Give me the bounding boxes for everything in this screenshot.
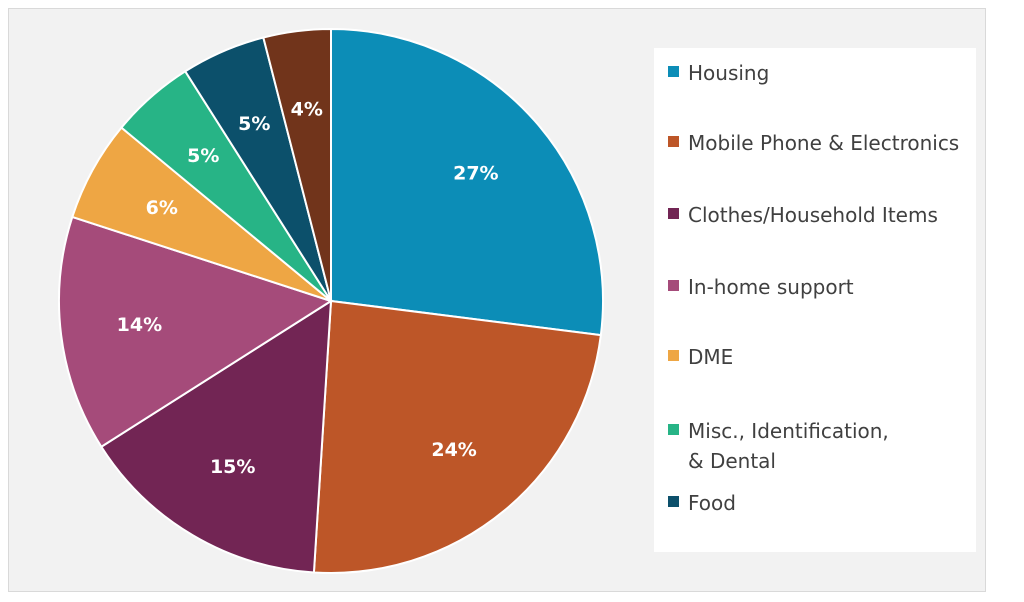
pie-slice-in-home-support — [58, 215, 334, 449]
legend-item-in-home-support: In-home support — [668, 272, 968, 302]
legend-label: Housing — [688, 61, 770, 85]
legend-item-misc-identification-dental: Misc., Identification, & Dental — [668, 416, 908, 476]
legend-swatch — [668, 66, 679, 77]
legend-item-clothes-household-items: Clothes/Household Items — [668, 200, 968, 230]
pie-data-labels: 27% 24% 15% 14% 6% 5% 5% 4% — [117, 98, 499, 478]
pie-slice-housing — [330, 27, 604, 337]
pie-slice-clothes-household-items — [99, 299, 333, 574]
legend-label: DME — [688, 345, 734, 369]
legend-swatch — [668, 424, 679, 435]
legend-swatch — [668, 136, 679, 147]
legend-label: Mobile Phone & Electronics — [688, 131, 960, 155]
slice-data-label: 4% — [291, 98, 323, 120]
slice-data-label: 14% — [117, 314, 162, 336]
slice-data-label: 5% — [187, 145, 219, 167]
legend-item-mobile-phone-electronics: Mobile Phone & Electronics — [668, 128, 968, 158]
legend-swatch — [668, 208, 679, 219]
slice-data-label: 24% — [431, 439, 476, 461]
legend-swatch — [668, 350, 679, 361]
pie-slice-mobile-phone-electronics — [312, 299, 602, 574]
pie-slice-unlabeled — [262, 27, 332, 302]
legend-swatch — [668, 496, 679, 507]
legend-label: Clothes/Household Items — [688, 203, 938, 227]
legend-label: In-home support — [688, 275, 854, 299]
slice-data-label: 15% — [210, 456, 255, 478]
legend-item-housing: Housing — [668, 58, 968, 88]
slice-data-label: 6% — [146, 197, 178, 219]
legend-item-food: Food — [668, 488, 968, 518]
pie-slices — [58, 27, 604, 574]
slice-data-label: 27% — [453, 162, 498, 184]
legend-item-dme: DME — [668, 342, 968, 372]
legend: Housing Mobile Phone & Electronics Cloth… — [654, 48, 976, 552]
slice-data-label: 5% — [238, 113, 270, 135]
legend-label: Food — [688, 491, 736, 515]
legend-label: Misc., Identification, & Dental — [688, 419, 889, 473]
legend-swatch — [668, 280, 679, 291]
